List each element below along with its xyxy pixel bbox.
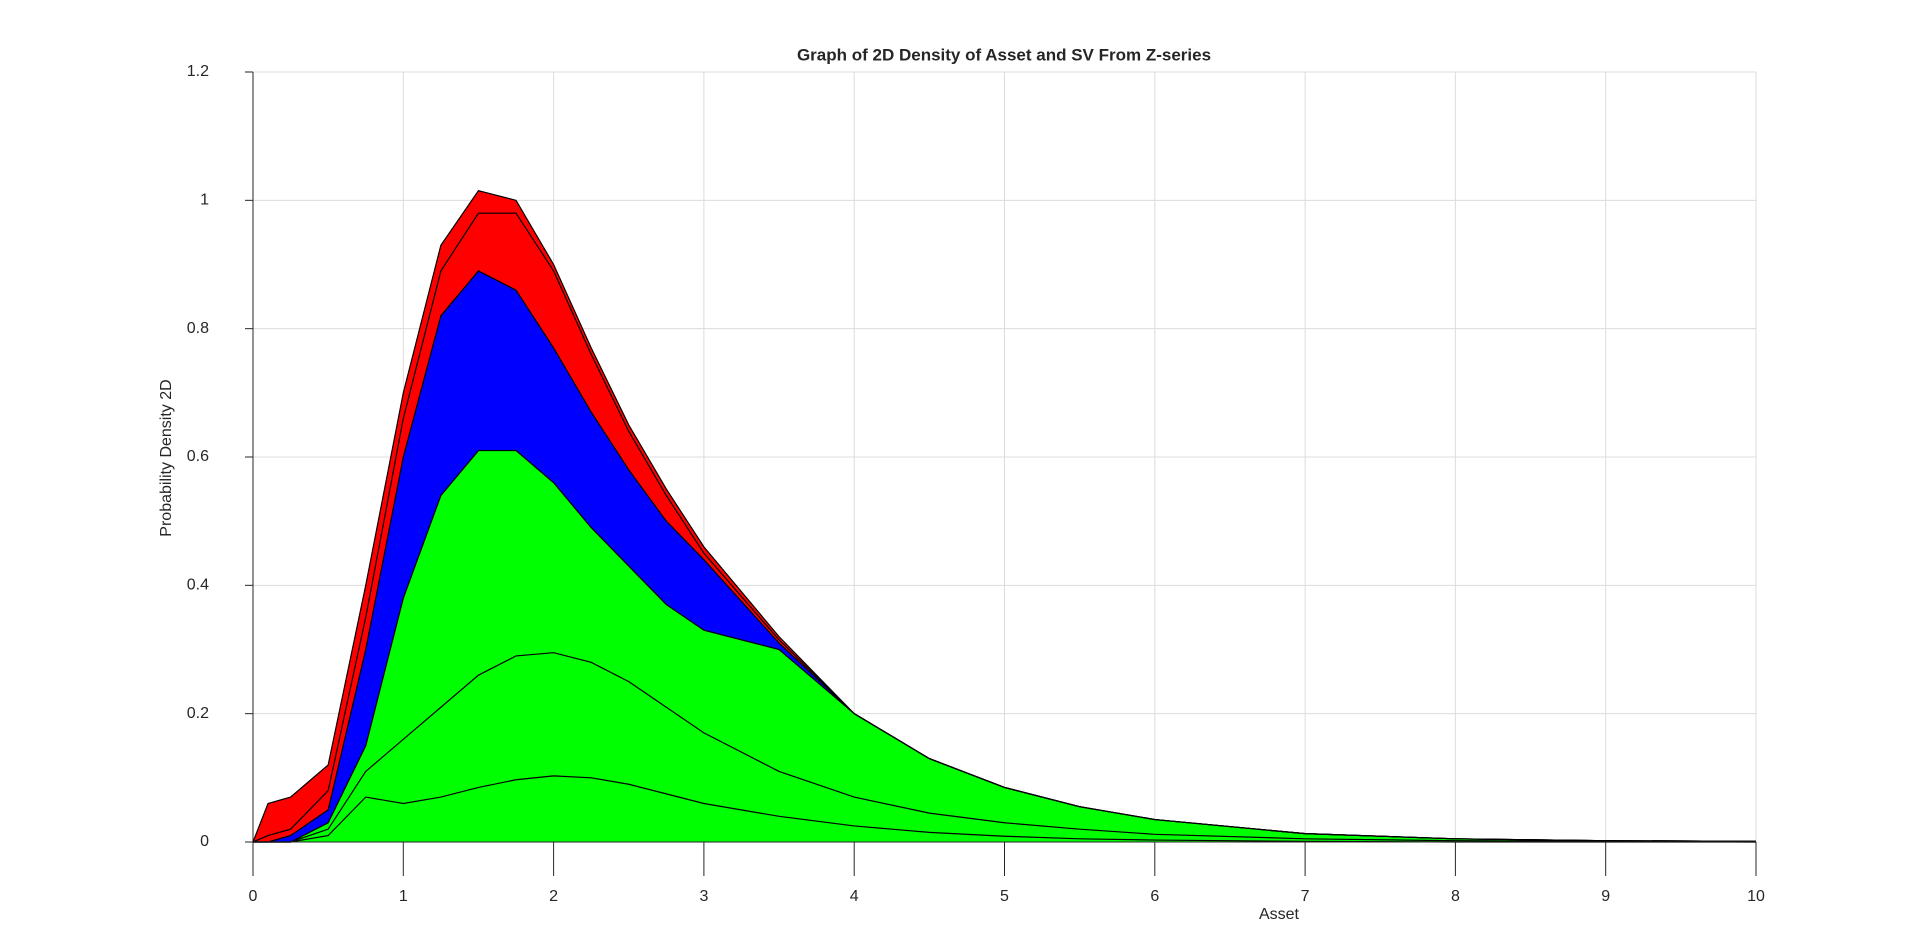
y-tick-label: 0.4 xyxy=(187,577,209,594)
y-tick-label: 1.2 xyxy=(187,63,209,80)
surface-line xyxy=(253,449,1757,843)
surface-line xyxy=(253,652,1757,843)
y-axis-label: Probability Density 2D xyxy=(158,379,175,536)
y-tick-label: 0.6 xyxy=(187,448,209,465)
chart-title: Graph of 2D Density of Asset and SV From… xyxy=(797,45,1211,64)
x-tick-label: 5 xyxy=(1000,888,1009,905)
y-tick-label: 0.8 xyxy=(187,320,209,337)
y-tick-label: 1 xyxy=(200,192,209,209)
surface-band xyxy=(253,450,1756,842)
y-tick-label: 0 xyxy=(200,833,209,850)
x-tick-label: 1 xyxy=(399,888,408,905)
x-tick-label: 3 xyxy=(699,888,708,905)
x-tick-label: 6 xyxy=(1150,888,1159,905)
x-axis-label: Asset xyxy=(1259,906,1300,923)
x-tick-label: 4 xyxy=(850,888,859,905)
x-tick-label: 10 xyxy=(1747,888,1765,905)
x-tick-label: 0 xyxy=(249,888,258,905)
x-tick-label: 8 xyxy=(1451,888,1460,905)
x-tick-label: 7 xyxy=(1301,888,1310,905)
surface-band xyxy=(253,652,1756,842)
surface-band xyxy=(253,775,1756,842)
x-tick-label: 2 xyxy=(549,888,558,905)
surface-line xyxy=(253,775,1756,843)
y-tick-label: 0.2 xyxy=(187,705,209,722)
x-tick-label: 9 xyxy=(1601,888,1610,905)
